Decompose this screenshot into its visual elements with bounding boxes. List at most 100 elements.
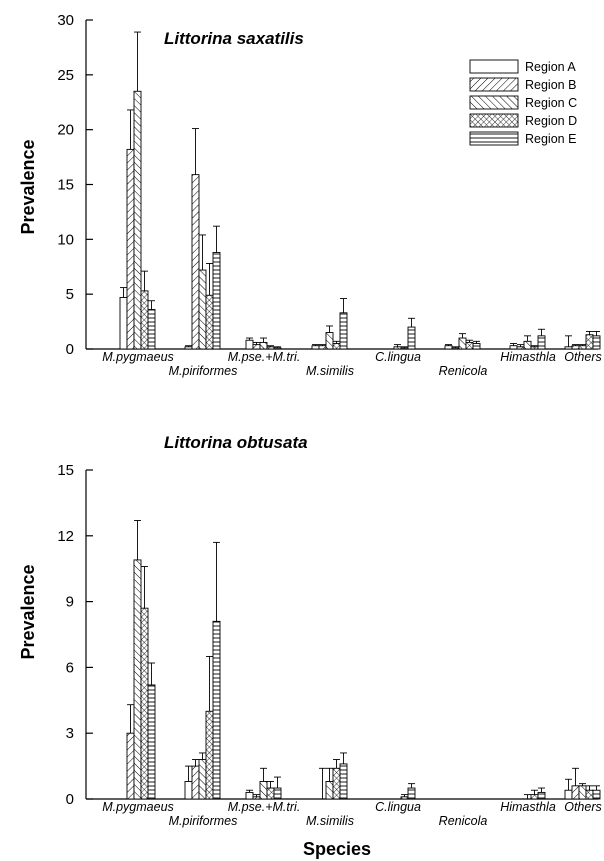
bar-region-e <box>147 684 156 800</box>
y-tick-label: 10 <box>57 231 74 248</box>
bar-region-d <box>465 341 474 350</box>
legend-swatch <box>469 113 519 128</box>
bar-region-d <box>332 767 341 800</box>
bar-region-e <box>212 252 221 350</box>
bar-region-c <box>325 332 334 350</box>
bar-region-e <box>212 620 221 800</box>
bar-region-e <box>273 787 282 800</box>
bar-region-e <box>537 335 546 350</box>
bar-region-a <box>564 789 573 800</box>
category-label: Himasthla <box>500 800 556 814</box>
chart-panel-2: Littorina obtusata Prevalence 0 3 6 9 12 15 M… <box>18 433 602 828</box>
category-label: C.lingua <box>375 350 421 364</box>
bar-region-e <box>339 763 348 800</box>
bar-region-a <box>509 345 518 350</box>
bar-region-c <box>198 759 207 800</box>
bar-region-d <box>400 796 409 800</box>
category-label: M.pse.+M.tri. <box>228 350 301 364</box>
bar-region-b <box>126 148 135 350</box>
y-tick-label: 0 <box>66 791 74 808</box>
category-label: M.similis <box>306 364 354 378</box>
y-tick-label: 3 <box>66 725 74 742</box>
bar-region-e <box>147 309 156 350</box>
category-label: Renicola <box>439 814 488 828</box>
bar-region-b <box>571 785 580 800</box>
category-label: C.lingua <box>375 800 421 814</box>
bar-region-c <box>523 340 532 350</box>
bar-region-e <box>537 791 546 800</box>
bars-1 <box>119 31 601 350</box>
bar-region-a <box>119 297 128 350</box>
y-tick-label: 6 <box>66 659 74 676</box>
y-tick-label: 20 <box>57 122 74 139</box>
category-label: Others <box>564 800 602 814</box>
bar-region-c <box>325 781 334 800</box>
bar-region-a <box>245 791 254 800</box>
y-axis-title-2: Prevalence <box>18 564 38 659</box>
x-axis-title: Species <box>303 839 371 859</box>
bar-region-b <box>252 344 261 350</box>
bar-region-d <box>585 334 594 350</box>
y-tick-label: 9 <box>66 594 74 611</box>
category-label: M.pygmaeus <box>102 350 174 364</box>
bar-region-e <box>592 335 601 350</box>
legend-swatch <box>469 59 519 74</box>
bar-region-b <box>191 174 200 350</box>
bar-region-d <box>400 347 409 350</box>
bar-region-a <box>564 346 573 350</box>
category-label: Others <box>564 350 602 364</box>
bar-region-d <box>266 346 275 350</box>
bar-region-a <box>184 781 193 800</box>
bar-region-e <box>273 347 282 350</box>
bar-region-c <box>133 90 142 350</box>
bar-region-c <box>198 269 207 350</box>
legend-swatch <box>469 131 519 146</box>
bar-region-e <box>407 326 416 350</box>
chart-title-1: Littorina saxatilis <box>164 29 304 48</box>
legend: Region A Region B Region C Region D Region E <box>469 59 577 146</box>
bar-region-b <box>318 345 327 350</box>
bar-region-e <box>592 789 601 800</box>
y-axis-2: 0 3 6 9 12 15 <box>57 462 93 808</box>
legend-label: Region C <box>525 96 577 110</box>
bar-region-d <box>332 343 341 350</box>
chart-panel-1: Littorina saxatilis Prevalence 0 5 10 15 20 2… <box>18 12 602 378</box>
legend-label: Region D <box>525 114 577 128</box>
bar-region-d <box>205 710 214 800</box>
bar-region-e <box>407 787 416 800</box>
bar-region-a <box>311 345 320 350</box>
bar-region-b <box>191 765 200 800</box>
bar-region-a <box>245 339 254 350</box>
y-tick-label: 30 <box>57 12 74 29</box>
bar-region-d <box>585 789 594 800</box>
legend-swatch <box>469 77 519 92</box>
y-tick-label: 5 <box>66 286 74 303</box>
chart-title-2: Littorina obtusata <box>164 433 308 452</box>
bar-region-e <box>472 343 481 350</box>
category-label: M.piriformes <box>169 814 238 828</box>
bar-region-c <box>393 346 402 350</box>
legend-swatch <box>469 95 519 110</box>
y-tick-label: 0 <box>66 341 74 358</box>
y-tick-label: 15 <box>57 177 74 194</box>
category-label: M.piriformes <box>169 364 238 378</box>
category-label: M.pygmaeus <box>102 800 174 814</box>
bar-region-b <box>252 796 261 800</box>
bar-region-b <box>126 732 135 800</box>
y-tick-label: 15 <box>57 462 74 479</box>
bar-region-a <box>444 345 453 350</box>
bar-region-d <box>140 290 149 350</box>
bar-region-d <box>140 607 149 800</box>
y-tick-label: 12 <box>57 528 74 545</box>
category-label: M.pse.+M.tri. <box>228 800 301 814</box>
bar-region-d <box>205 294 214 350</box>
legend-label: Region A <box>525 60 576 74</box>
bar-region-b <box>451 347 460 350</box>
bar-region-b <box>571 345 580 350</box>
category-label: M.similis <box>306 814 354 828</box>
bar-region-b <box>516 346 525 350</box>
bar-region-e <box>339 312 348 350</box>
bar-region-c <box>133 559 142 800</box>
